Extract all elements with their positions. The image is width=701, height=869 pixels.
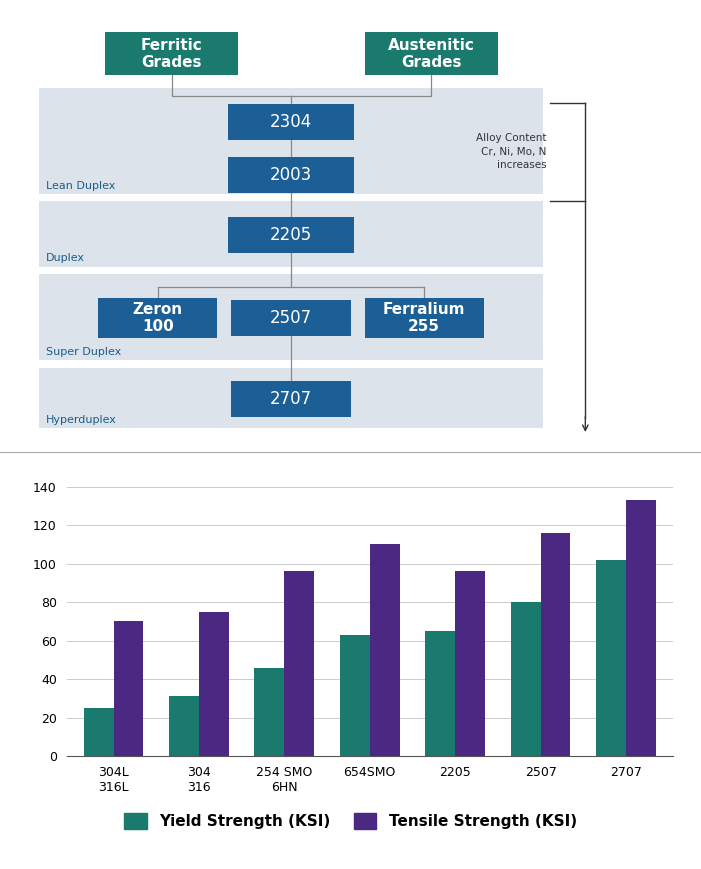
Bar xyxy=(285,571,314,756)
Bar xyxy=(455,571,485,756)
Text: 2003: 2003 xyxy=(270,166,312,184)
Legend: Yield Strength (KSI), Tensile Strength (KSI): Yield Strength (KSI), Tensile Strength (… xyxy=(116,806,585,837)
Bar xyxy=(231,300,350,335)
Text: Super Duplex: Super Duplex xyxy=(46,347,121,357)
Text: Austenitic
Grades: Austenitic Grades xyxy=(388,37,475,70)
Bar xyxy=(169,696,199,756)
Text: Ferralium
255: Ferralium 255 xyxy=(383,302,465,334)
Bar xyxy=(39,201,543,267)
Text: 2507: 2507 xyxy=(270,308,312,327)
Bar xyxy=(596,560,626,756)
Text: Hyperduplex: Hyperduplex xyxy=(46,415,116,425)
Text: Lean Duplex: Lean Duplex xyxy=(46,181,115,191)
Bar xyxy=(511,602,540,756)
Bar xyxy=(83,708,114,756)
Bar xyxy=(340,634,370,756)
Bar xyxy=(39,368,543,428)
Bar xyxy=(199,612,229,756)
Text: 2707: 2707 xyxy=(270,389,312,408)
Bar xyxy=(370,544,400,756)
Bar xyxy=(39,88,543,195)
Bar xyxy=(231,381,350,417)
Text: 2304: 2304 xyxy=(270,113,312,131)
Bar xyxy=(626,501,656,756)
Bar xyxy=(39,274,543,361)
Bar xyxy=(105,32,238,75)
Bar xyxy=(365,32,498,75)
Bar xyxy=(254,667,285,756)
Bar xyxy=(365,297,484,338)
Bar xyxy=(228,103,354,140)
Bar xyxy=(228,157,354,193)
Text: Ferritic
Grades: Ferritic Grades xyxy=(141,37,203,70)
Bar xyxy=(540,533,571,756)
Text: Duplex: Duplex xyxy=(46,253,85,263)
Bar xyxy=(228,216,354,253)
Text: Alloy Content
Cr, Ni, Mo, N
increases: Alloy Content Cr, Ni, Mo, N increases xyxy=(476,134,547,169)
Text: Zeron
100: Zeron 100 xyxy=(132,302,183,334)
Bar xyxy=(98,297,217,338)
Bar xyxy=(114,621,144,756)
Bar xyxy=(426,631,455,756)
Text: 2205: 2205 xyxy=(270,226,312,243)
